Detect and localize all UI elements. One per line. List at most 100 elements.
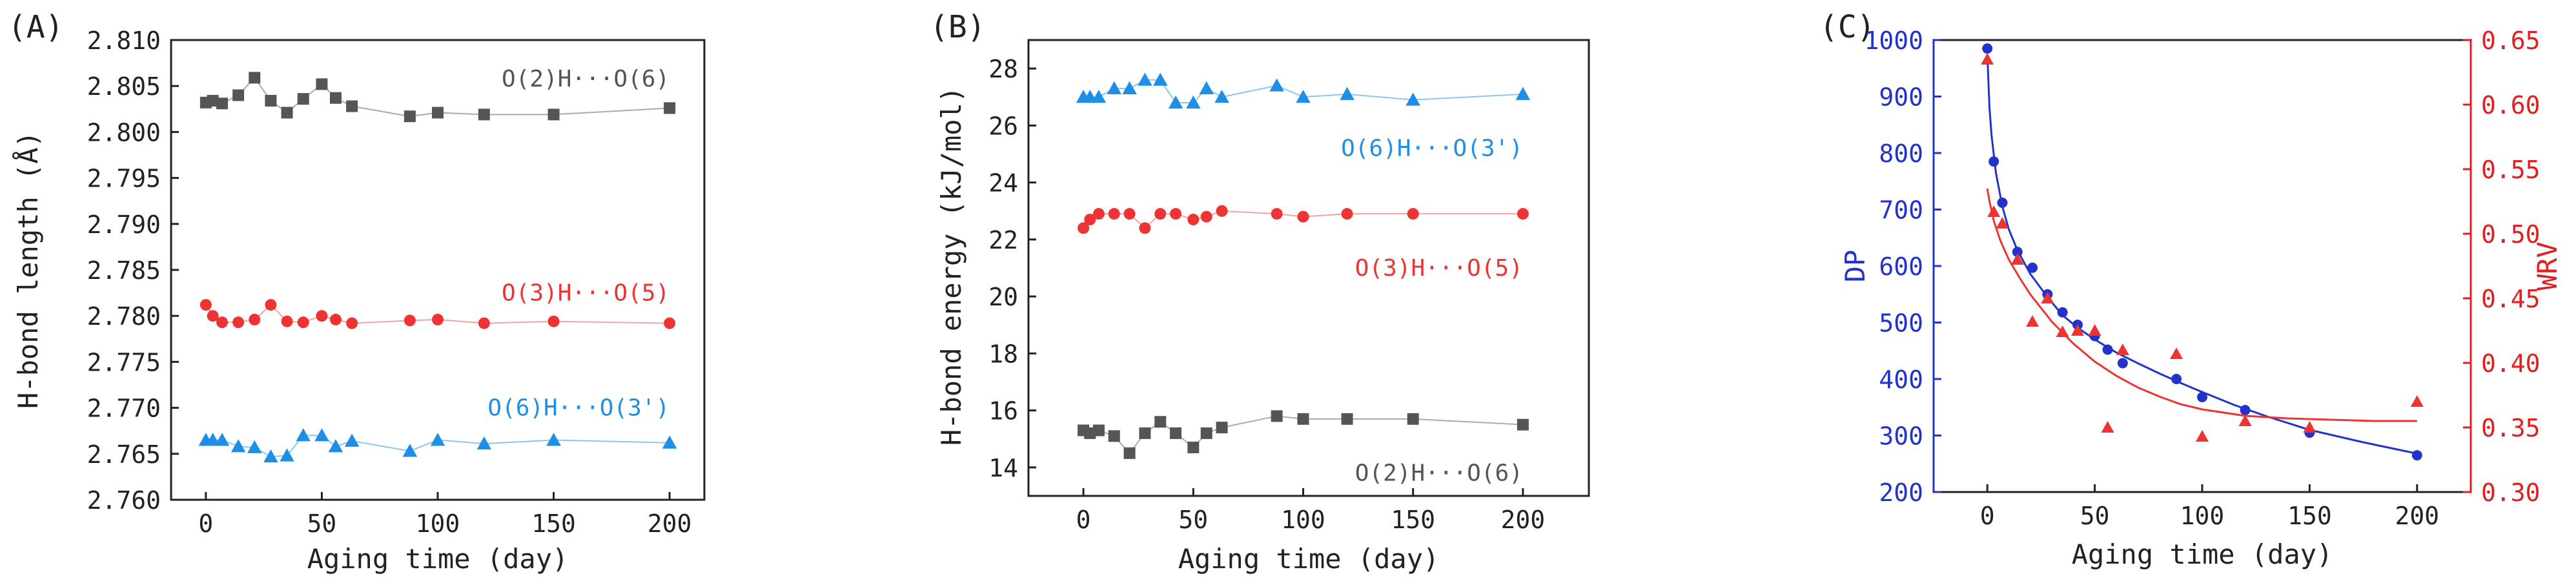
series-label: O(2)H···O(6)	[502, 66, 670, 92]
data-point	[404, 314, 416, 327]
fit-curve	[1986, 54, 2418, 455]
y-right-tick-label: 0.45	[2481, 285, 2540, 313]
series-line	[205, 303, 670, 324]
data-point	[316, 310, 328, 322]
data-point	[476, 436, 492, 450]
x-tick-label: 200	[2395, 502, 2439, 530]
data-point	[297, 316, 309, 329]
data-point	[1214, 90, 1229, 103]
panel-a-y-axis-label: H-bond length (Å)	[12, 131, 44, 409]
y-tick-label: 20	[988, 283, 1018, 311]
y-tick-label: 2.805	[87, 72, 161, 101]
series-line	[205, 435, 670, 458]
data-point	[2027, 262, 2038, 273]
data-point	[2411, 450, 2422, 461]
data-point	[1987, 205, 2001, 217]
data-point	[1981, 53, 1994, 65]
data-point	[2303, 421, 2316, 433]
data-point	[280, 448, 294, 462]
x-tick-label: 100	[1281, 506, 1325, 534]
y-tick-label: 200	[1879, 478, 1923, 507]
series-circle: O(3)H···O(5)	[1078, 205, 1529, 282]
panel-c-left-y-axis: 200 300 400 500 600 700 800 900 1000	[1864, 26, 1941, 507]
data-point	[1154, 416, 1167, 428]
y-tick-label: 400	[1879, 365, 1923, 394]
y-tick-label: 2.765	[87, 440, 161, 469]
series-label: O(3)H···O(5)	[1355, 255, 1523, 282]
panel-b-plot-frame	[1027, 39, 1590, 497]
data-point	[1123, 447, 1136, 459]
panel-a: (A) 2.7602.7652.7702.7752.7802.7852.7902…	[8, 9, 706, 575]
series-label: O(2)H···O(6)	[1355, 460, 1523, 487]
data-point	[216, 316, 229, 329]
y-tick-label: 700	[1879, 196, 1923, 225]
data-point	[329, 92, 342, 104]
data-point	[432, 313, 444, 325]
data-point	[2240, 405, 2251, 416]
data-point	[2056, 325, 2069, 337]
data-point	[205, 433, 220, 446]
data-point	[2012, 247, 2023, 258]
data-point	[1078, 222, 1090, 234]
y-tick-label: 900	[1879, 83, 1923, 112]
panel-b-x-axis-label: Aging time (day)	[1178, 543, 1440, 575]
data-point	[2117, 358, 2128, 369]
data-point	[2196, 430, 2209, 442]
data-point	[404, 110, 416, 123]
data-point	[2057, 307, 2068, 318]
data-point	[2102, 344, 2113, 355]
series-line	[1083, 79, 1523, 104]
data-point	[1296, 90, 1311, 103]
x-tick-label: 0	[1076, 506, 1091, 534]
data-point	[329, 313, 342, 325]
y-tick-label: 2.770	[87, 395, 161, 423]
data-point	[1406, 92, 1420, 106]
data-point	[207, 310, 219, 322]
data-point	[1200, 427, 1212, 439]
data-point	[316, 78, 328, 90]
panel-a-label: (A)	[8, 9, 64, 45]
y-tick-label: 2.810	[87, 26, 161, 55]
x-tick-label: 150	[1391, 506, 1435, 534]
y-tick-label: 800	[1879, 139, 1923, 168]
data-point	[281, 315, 293, 327]
data-point	[346, 317, 358, 329]
data-point	[664, 317, 676, 329]
data-point	[1269, 78, 1284, 92]
data-point	[1154, 208, 1167, 220]
data-point	[547, 108, 560, 121]
data-point	[314, 428, 329, 442]
data-point	[2010, 253, 2024, 265]
data-point	[281, 107, 293, 119]
y-tick-label: 28	[988, 55, 1018, 83]
data-point	[1084, 427, 1096, 439]
x-tick-label: 150	[2287, 502, 2332, 530]
data-point	[547, 315, 560, 327]
data-point	[1341, 413, 1353, 425]
y-tick-label: 16	[988, 397, 1018, 426]
data-point	[265, 299, 277, 311]
panel-c-left-y-axis-label: DP	[1839, 250, 1871, 283]
y-right-tick-label: 0.40	[2481, 349, 2540, 378]
y-right-tick-label: 0.65	[2481, 26, 2540, 55]
y-tick-label: 500	[1879, 309, 1923, 338]
x-tick-label: 200	[1501, 506, 1546, 534]
data-point	[1139, 427, 1151, 439]
y-tick-label: 2.800	[87, 118, 161, 147]
y-right-tick-label: 0.30	[2481, 478, 2540, 507]
data-point	[247, 440, 262, 453]
series-label: O(3)H···O(5)	[502, 280, 670, 307]
x-tick-label: 150	[531, 509, 576, 538]
panel-a-x-axis-label: Aging time (day)	[307, 543, 569, 575]
data-point	[1407, 413, 1419, 425]
data-point	[265, 94, 277, 107]
data-point	[2170, 347, 2183, 359]
x-tick-label: 50	[1178, 506, 1208, 534]
data-point	[230, 439, 246, 453]
data-point	[328, 439, 343, 453]
data-point	[249, 72, 261, 84]
y-tick-label: 2.790	[87, 210, 161, 239]
series-square: O(2)H···O(6)	[1078, 410, 1529, 487]
data-point	[1216, 422, 1228, 434]
data-point	[2041, 292, 2054, 303]
